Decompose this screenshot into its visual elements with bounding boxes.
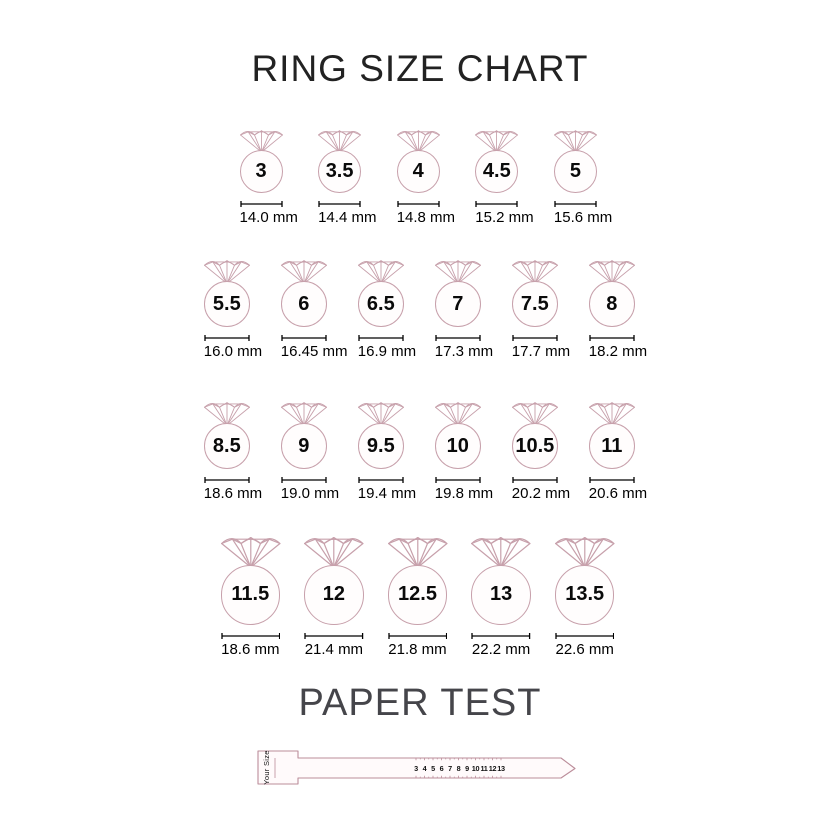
svg-text:3: 3 <box>414 764 418 773</box>
svg-text:11: 11 <box>480 764 487 773</box>
svg-text:10: 10 <box>472 764 480 773</box>
svg-text:7: 7 <box>448 764 452 773</box>
svg-text:5: 5 <box>431 764 435 773</box>
svg-text:12: 12 <box>489 764 497 773</box>
svg-text:6: 6 <box>440 764 444 773</box>
svg-text:9: 9 <box>465 764 469 773</box>
svg-text:8: 8 <box>457 764 461 773</box>
svg-text:13: 13 <box>497 764 505 773</box>
